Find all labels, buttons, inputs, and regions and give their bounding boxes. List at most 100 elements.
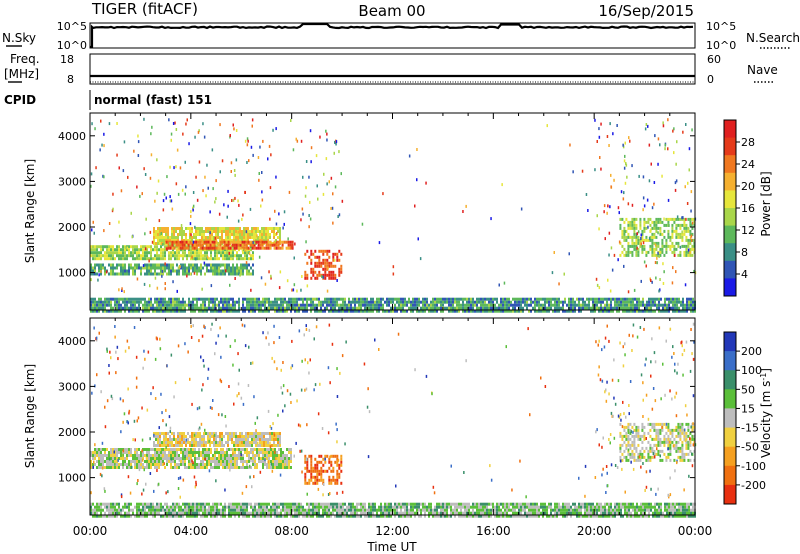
echo-cell <box>677 235 680 239</box>
echo-cell <box>138 502 140 506</box>
colorbar-swatch <box>724 278 736 297</box>
echo-cell <box>200 266 202 270</box>
echo-cell <box>526 297 528 301</box>
echo-cell <box>643 229 646 233</box>
scatter-cell <box>661 174 663 178</box>
echo-cell <box>148 297 150 301</box>
echo-cell <box>112 251 114 255</box>
echo-cell <box>252 257 254 261</box>
echo-cell <box>153 233 155 236</box>
echo-cell <box>637 455 640 459</box>
echo-cell <box>238 451 240 454</box>
echo-cell <box>266 297 268 301</box>
echo-cell <box>206 306 208 310</box>
echo-cell <box>225 432 227 435</box>
echo-cell <box>625 217 628 221</box>
echo-cell <box>448 309 450 313</box>
echo-cell <box>94 266 96 270</box>
echo-cell <box>236 460 238 463</box>
echo-cell <box>332 258 335 262</box>
echo-cell <box>126 248 128 252</box>
colorbar-swatch <box>724 155 736 174</box>
echo-cell <box>259 236 261 239</box>
echo-cell <box>114 466 116 469</box>
echo-cell <box>510 309 512 313</box>
echo-cell <box>214 511 216 515</box>
scatter-cell <box>275 127 277 131</box>
echo-cell <box>432 300 434 304</box>
scatter-cell <box>625 163 628 167</box>
echo-cell <box>100 248 102 252</box>
echo-cell <box>150 254 152 258</box>
echo-cell <box>92 309 94 313</box>
echo-cell <box>627 434 630 438</box>
echo-cell <box>126 454 128 457</box>
echo-cell <box>667 434 670 438</box>
echo-cell <box>191 239 193 242</box>
echo-cell <box>190 463 192 466</box>
scatter-cell <box>323 172 325 176</box>
echo-cell <box>652 300 654 304</box>
echo-cell <box>92 257 94 261</box>
echo-cell <box>208 297 210 301</box>
echo-cell <box>332 273 335 277</box>
echo-cell <box>219 432 221 435</box>
echo-cell <box>668 309 670 313</box>
echo-cell <box>225 441 227 444</box>
echo-cell <box>488 306 490 310</box>
echo-cell <box>232 457 234 460</box>
echo-cell <box>216 451 218 454</box>
echo-cell <box>649 428 652 432</box>
echo-cell <box>106 460 108 463</box>
echo-cell <box>682 300 684 304</box>
scatter-cell <box>233 169 236 172</box>
echo-cell <box>248 257 250 261</box>
echo-cell <box>224 505 226 509</box>
echo-cell <box>170 306 172 310</box>
echo-cell <box>210 269 212 273</box>
scatter-cell <box>643 260 646 264</box>
echo-cell <box>237 438 239 441</box>
echo-cell <box>648 300 650 304</box>
echo-cell <box>182 451 184 454</box>
echo-cell <box>627 440 630 444</box>
echo-cell <box>128 505 130 509</box>
echo-cell <box>330 478 333 482</box>
echo-cell <box>224 251 226 255</box>
echo-cell <box>112 272 114 276</box>
scatter-cell <box>192 240 195 244</box>
echo-cell <box>276 306 278 310</box>
echo-cell <box>498 306 500 310</box>
echo-cell <box>229 246 232 250</box>
echo-cell <box>162 505 164 509</box>
echo-cell <box>161 242 163 245</box>
scatter-cell <box>611 268 614 272</box>
echo-cell <box>639 223 642 227</box>
echo-cell <box>372 300 374 304</box>
echo-cell <box>689 229 692 233</box>
echo-cell <box>627 443 630 447</box>
echo-cell <box>687 229 690 233</box>
echo-cell <box>663 434 666 438</box>
echo-cell <box>232 460 234 463</box>
echo-cell <box>162 263 164 267</box>
echo-cell <box>112 508 114 512</box>
echo-cell <box>180 263 182 267</box>
echo-cell <box>679 431 682 435</box>
echo-cell <box>271 432 273 435</box>
echo-cell <box>310 267 313 271</box>
echo-cell <box>130 266 132 270</box>
echo-cell <box>458 297 460 301</box>
colorbar-swatch <box>724 208 736 227</box>
echo-cell <box>314 270 317 274</box>
echo-cell <box>230 272 232 276</box>
echo-cell <box>96 300 98 304</box>
echo-cell <box>253 246 256 250</box>
echo-cell <box>568 297 570 301</box>
echo-cell <box>228 502 230 506</box>
echo-cell <box>633 455 636 459</box>
echo-cell <box>251 246 254 250</box>
echo-cell <box>152 306 154 310</box>
echo-cell <box>176 463 178 466</box>
echo-cell <box>198 297 200 301</box>
